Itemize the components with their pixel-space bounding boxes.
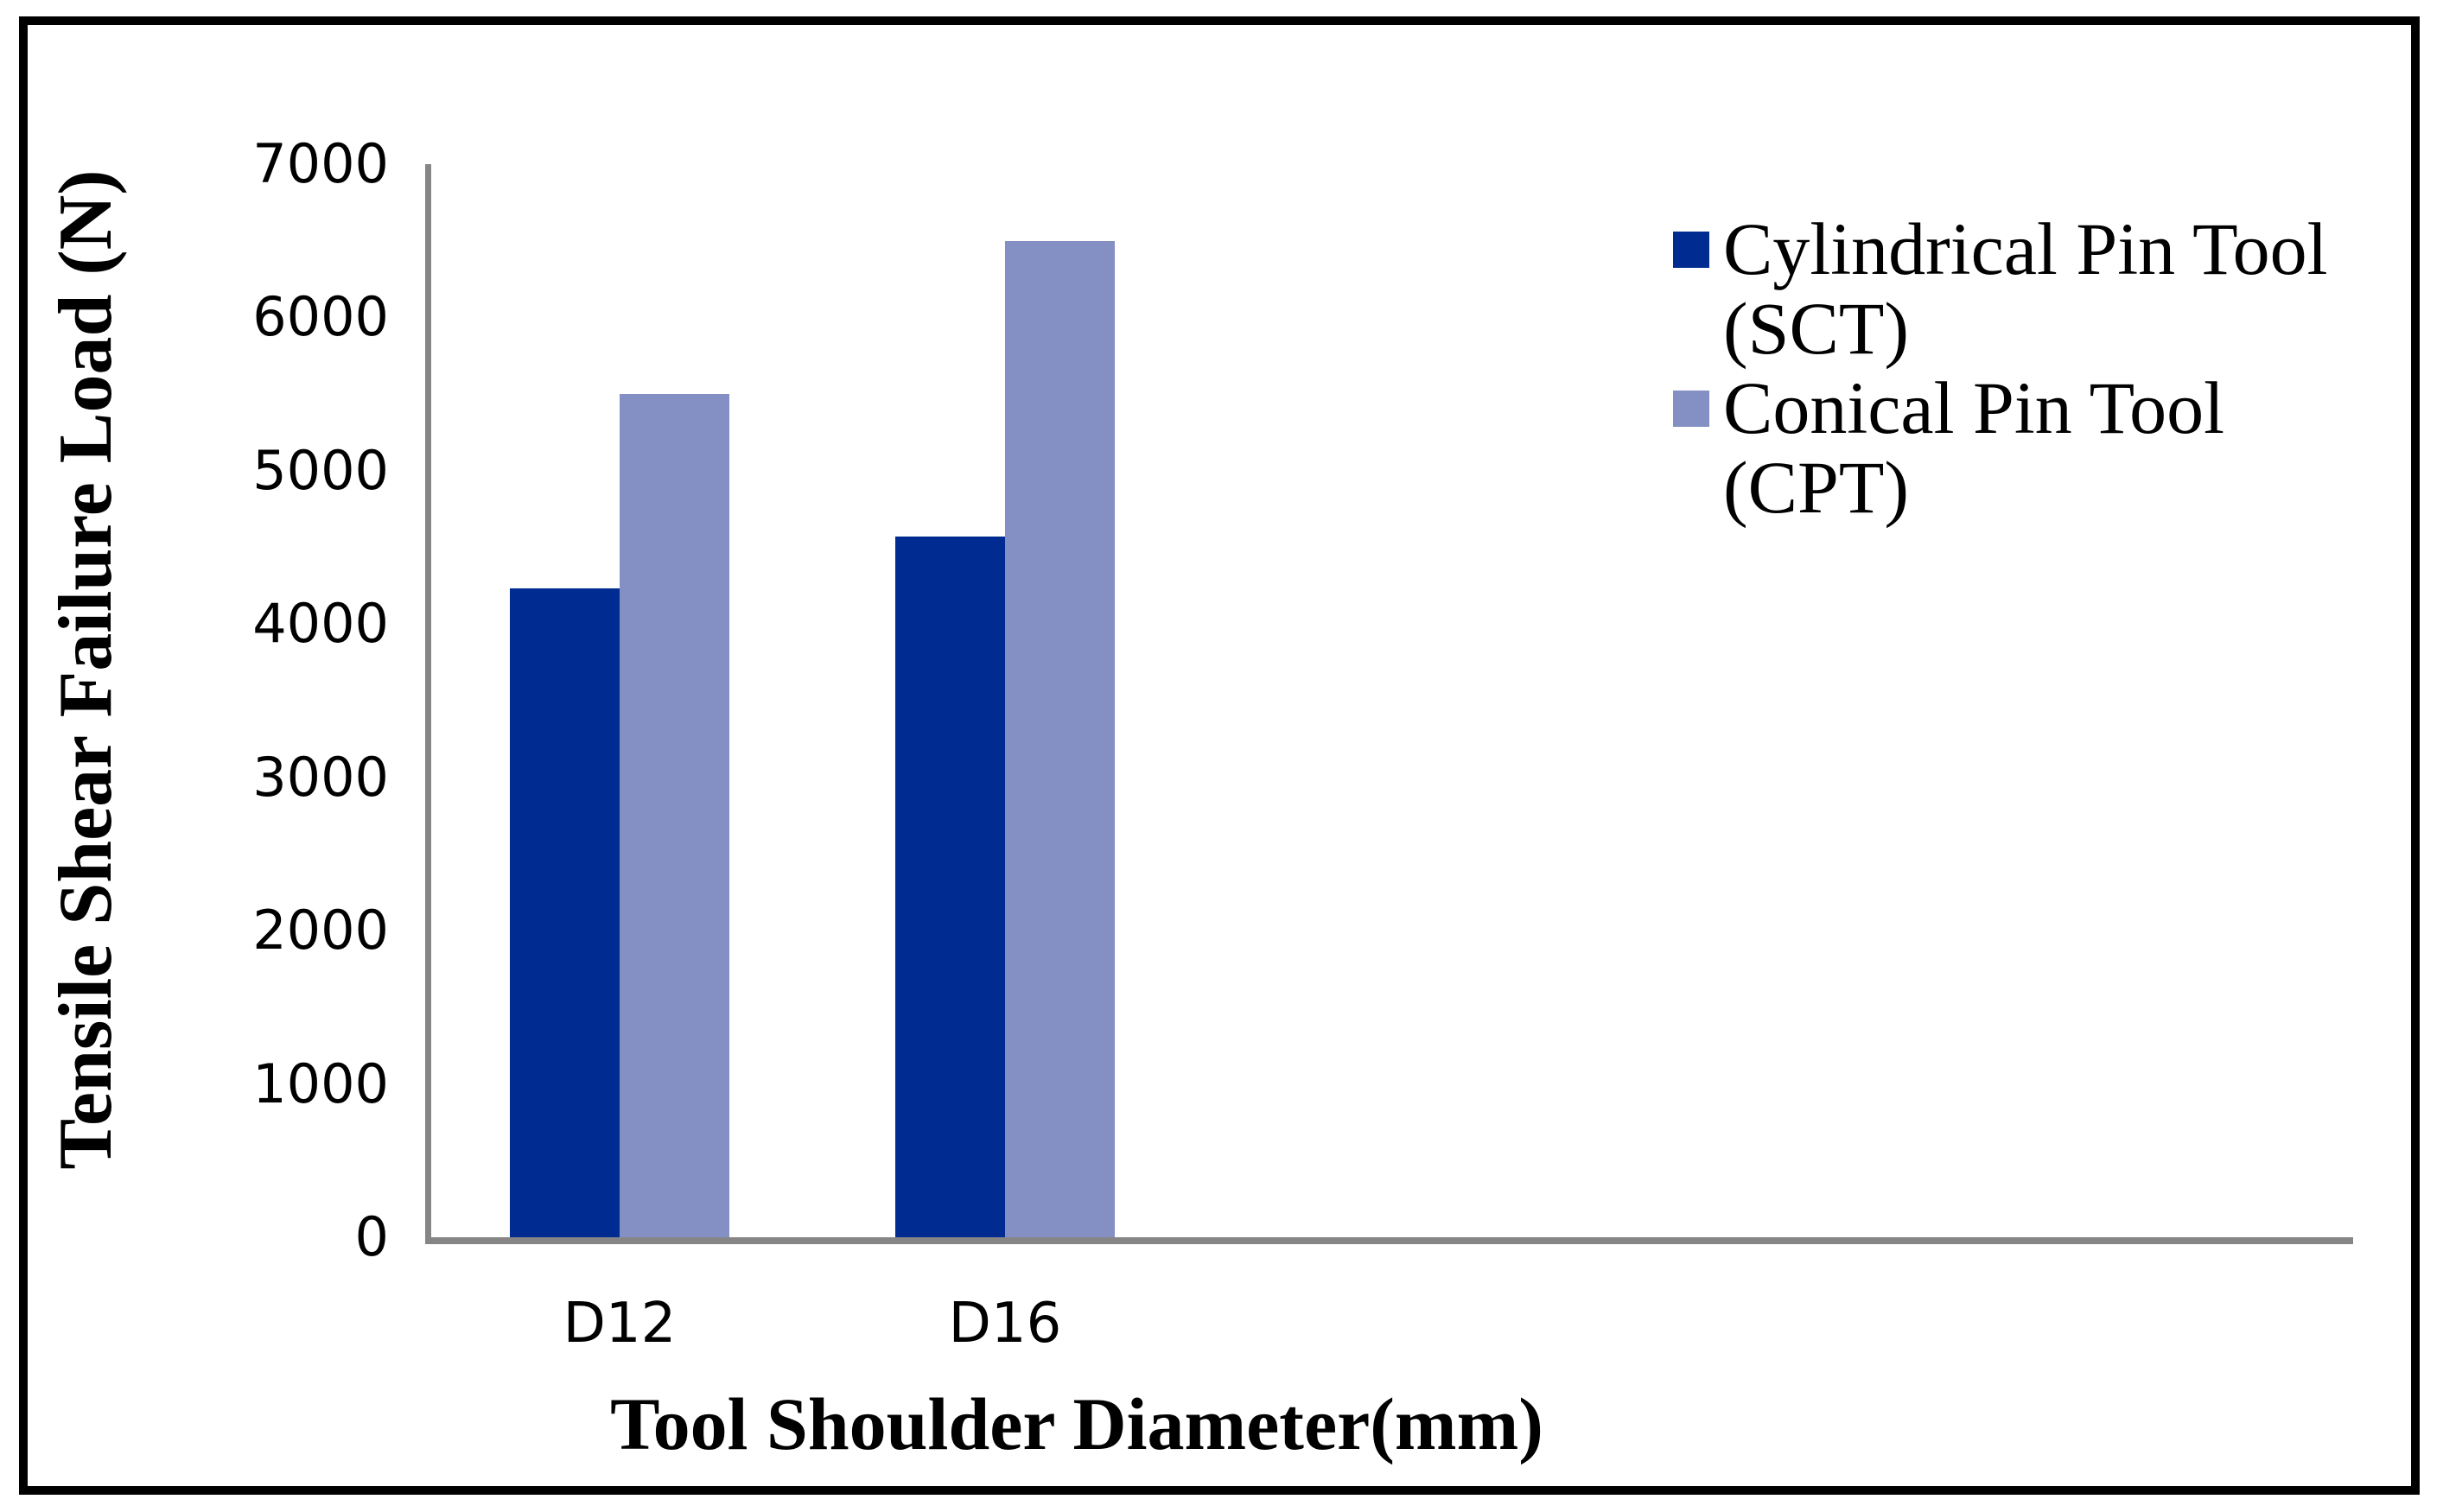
- figure-border: [19, 16, 2420, 1495]
- bar-d12-series-0: [510, 588, 620, 1237]
- legend-label-0: Cylindrical Pin Tool (SCT): [1723, 207, 2328, 370]
- y-tick-label-2000: 2000: [252, 899, 389, 962]
- legend-label-1: Conical Pin Tool (CPT): [1723, 366, 2225, 529]
- y-tick-label-3000: 3000: [252, 745, 389, 809]
- legend-entry-1: Conical Pin Tool (CPT): [1673, 368, 2224, 527]
- bar-d16-series-1: [1005, 241, 1115, 1237]
- bar-d16-series-0: [895, 537, 1005, 1237]
- y-tick-label-4000: 4000: [252, 592, 389, 656]
- legend-marker-1: [1673, 391, 1709, 427]
- y-tick-label-7000: 7000: [252, 132, 389, 195]
- legend-marker-0: [1673, 232, 1709, 268]
- x-category-label-d12: D12: [563, 1292, 677, 1356]
- x-category-label-d16: D16: [948, 1292, 1062, 1356]
- y-tick-label-5000: 5000: [252, 438, 389, 502]
- x-axis-line: [425, 1237, 2353, 1244]
- y-axis-line: [425, 164, 431, 1237]
- x-axis-title: Tool Shoulder Diameter(mm): [610, 1382, 1543, 1465]
- legend-entry-0: Cylindrical Pin Tool (SCT): [1673, 209, 2328, 368]
- bar-d12-series-1: [620, 394, 729, 1237]
- y-tick-label-1000: 1000: [252, 1051, 389, 1115]
- y-tick-label-0: 0: [354, 1205, 389, 1268]
- y-tick-label-6000: 6000: [252, 285, 389, 349]
